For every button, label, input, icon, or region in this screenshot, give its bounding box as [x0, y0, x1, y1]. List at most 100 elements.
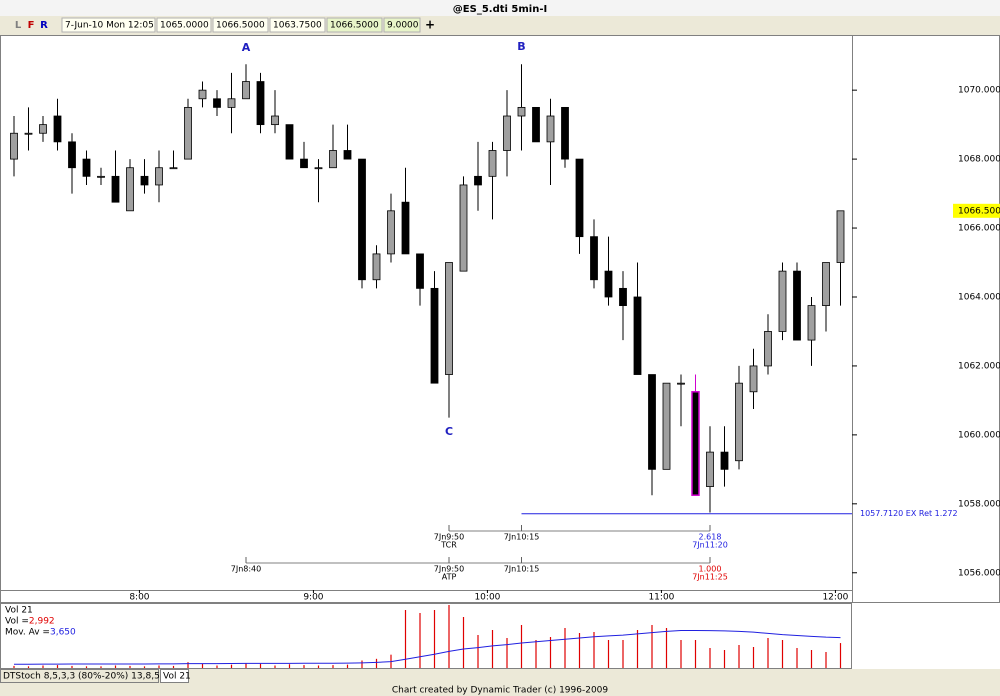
candle-body — [39, 124, 47, 134]
ret-level-label: 1057.7120 EX Ret 1.272 — [860, 509, 958, 518]
candle-body — [10, 132, 18, 160]
candle-body — [256, 81, 265, 126]
candle-body — [184, 106, 192, 160]
annotation: B — [517, 40, 525, 53]
candle-body — [271, 115, 279, 126]
candle-body — [53, 115, 62, 143]
candle-body — [430, 287, 439, 384]
candle-body — [517, 106, 526, 117]
candle-body — [677, 382, 685, 385]
candle-body — [822, 262, 830, 307]
time-marker-label: 7Jn11:20 — [692, 541, 728, 550]
candle-body — [372, 253, 381, 281]
candle-body — [300, 158, 308, 169]
time-marker-label: 2.618 — [699, 533, 722, 542]
time-marker-label: 7Jn11:25 — [692, 573, 728, 582]
candle-body — [648, 374, 656, 470]
candle-body — [575, 158, 584, 238]
last-price-label: 1066.5000 — [958, 206, 1000, 216]
candle-body — [488, 150, 497, 177]
toolbar-field-text: 1063.7500 — [273, 21, 322, 31]
y-tick-label: 1070.0000 — [958, 86, 1000, 96]
candle-body — [793, 270, 801, 341]
candle-body — [590, 236, 598, 281]
candle-body — [706, 451, 714, 487]
panel-tab[interactable] — [0, 669, 159, 683]
time-marker-label: 1.000 — [699, 565, 722, 574]
volume-title: Vol 21 — [5, 606, 33, 616]
candle-body — [401, 201, 410, 255]
time-marker-label: 7Jn8:40 — [231, 565, 261, 574]
candle-body — [97, 175, 105, 178]
last-price-box — [953, 203, 1000, 218]
toolbar-button[interactable]: R — [40, 20, 48, 31]
x-tick-label: 11:00 — [648, 593, 674, 603]
candle-body — [604, 270, 613, 298]
y-tick-label: 1066.0000 — [958, 224, 1000, 234]
footer: Chart created by Dynamic Trader (c) 1996… — [392, 686, 609, 696]
toolbar-field — [383, 17, 421, 33]
annotation: C — [445, 425, 453, 438]
candle-body — [24, 132, 33, 135]
candle-body — [416, 253, 424, 289]
candle-body — [459, 184, 468, 272]
panel-tab-label[interactable]: Vol 21 — [163, 672, 191, 682]
time-marker-label: 7Jn9:50 — [434, 565, 464, 574]
candle-body — [749, 365, 758, 393]
toolbar-field — [269, 17, 326, 33]
panel-tab-label[interactable]: DTStoch 8,5,3,3 (80%-20%) 13,8,5,5 — [3, 672, 168, 682]
status-bar — [0, 684, 1000, 696]
candle-body — [503, 115, 511, 151]
candle-body — [155, 167, 163, 186]
candle-body — [546, 115, 555, 143]
candle-body — [169, 167, 178, 170]
toolbar-field — [156, 17, 212, 33]
x-tick-label: 9:00 — [303, 593, 323, 603]
candle-body — [387, 210, 395, 255]
toolbar-button[interactable]: F — [28, 20, 35, 31]
candle-body — [778, 270, 787, 332]
candle-body — [633, 296, 642, 375]
y-tick-label: 1058.0000 — [958, 499, 1000, 509]
candle-body — [329, 150, 337, 169]
candle-body — [285, 124, 294, 160]
candle-body — [735, 382, 743, 462]
candle-body — [126, 167, 134, 212]
toolbar-field-text: 9.0000 — [387, 21, 419, 31]
y-tick-label: 1056.0000 — [958, 568, 1000, 578]
candle-body — [561, 106, 569, 160]
toolbar-field — [61, 17, 156, 33]
toolbar-field — [326, 17, 383, 33]
candle-body — [807, 305, 816, 341]
volume-legend-value: 3,650 — [50, 628, 76, 638]
toolbar-plus[interactable]: + — [425, 18, 435, 32]
candle-body — [720, 451, 729, 470]
volume-legend-label: Mov. Av = — [5, 628, 50, 638]
volume-legend-label: Vol = — [5, 617, 29, 627]
candle-body — [474, 175, 482, 186]
toolbar-button[interactable]: L — [15, 20, 22, 31]
title-bar — [0, 0, 1000, 16]
candle-body — [445, 262, 453, 375]
candle-body — [314, 167, 323, 170]
y-tick-label: 1060.0000 — [958, 430, 1000, 440]
toolbar-field-text: 1066.5000 — [216, 21, 265, 31]
toolbar-field-text: 7-Jun-10 Mon 12:05 — [65, 21, 154, 31]
candle-body — [111, 175, 120, 203]
toolbar-field-text: 1066.5000 — [330, 21, 379, 31]
candle-body — [532, 106, 540, 143]
candle-body — [764, 331, 772, 367]
x-tick-label: 8:00 — [129, 593, 149, 603]
candle-body — [662, 382, 671, 470]
tab-bar — [0, 669, 1000, 684]
candle-body — [213, 98, 221, 108]
time-marker-label: TCR — [440, 541, 457, 550]
annotation: A — [242, 41, 251, 54]
panel-tab[interactable] — [160, 669, 189, 683]
candle-body — [836, 210, 845, 263]
time-marker-label: ATP — [442, 573, 457, 582]
time-marker-label: 7Jn10:15 — [504, 565, 540, 574]
x-tick-label: 12:00 — [822, 593, 848, 603]
